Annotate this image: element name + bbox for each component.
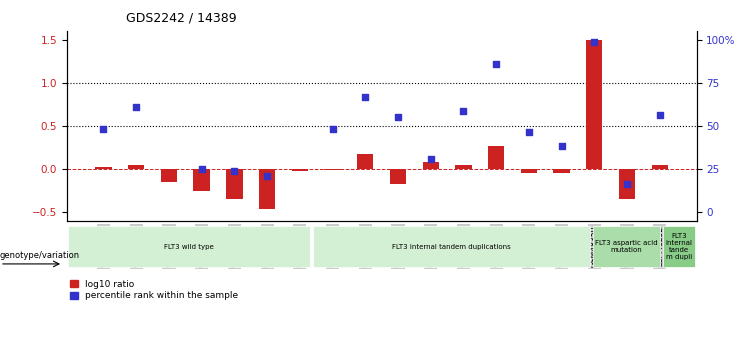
Bar (521, 169, 537, 172)
Point (196, 166, 207, 172)
Bar (128, 165, 144, 169)
Point (425, 156, 436, 161)
Point (327, 126, 339, 131)
Bar (96, 167, 112, 169)
Point (556, 143, 568, 149)
Bar (390, 169, 406, 184)
Point (523, 129, 535, 135)
Bar (455, 165, 471, 169)
Bar (193, 169, 210, 190)
Bar (586, 40, 602, 169)
Point (654, 112, 665, 117)
Point (359, 95, 371, 100)
Bar (554, 169, 570, 172)
Point (228, 168, 240, 174)
Bar (594, 227, 659, 267)
Text: genotype/variation: genotype/variation (0, 251, 80, 260)
Bar (422, 162, 439, 169)
Bar (313, 227, 590, 267)
Point (621, 181, 633, 186)
Bar (488, 146, 505, 169)
Bar (161, 169, 177, 182)
Bar (292, 169, 308, 171)
Point (491, 61, 502, 67)
Bar (325, 169, 341, 170)
Point (261, 173, 273, 179)
Point (588, 40, 600, 45)
Point (457, 108, 469, 114)
Point (130, 104, 142, 110)
Bar (651, 165, 668, 169)
Bar (663, 227, 695, 267)
Point (98, 126, 110, 131)
Text: FLT3 wild type: FLT3 wild type (165, 244, 214, 250)
Point (392, 115, 404, 120)
Text: FLT3 internal tandem duplications: FLT3 internal tandem duplications (392, 244, 511, 250)
Text: FLT3 aspartic acid
mutation: FLT3 aspartic acid mutation (595, 240, 658, 253)
Bar (357, 155, 373, 169)
Bar (226, 169, 242, 199)
Bar (259, 169, 275, 209)
Bar (68, 227, 310, 267)
Text: FLT3
internal
tande
m dupli: FLT3 internal tande m dupli (665, 233, 693, 260)
Text: GDS2242 / 14389: GDS2242 / 14389 (126, 11, 236, 24)
Bar (619, 169, 635, 199)
Legend: log10 ratio, percentile rank within the sample: log10 ratio, percentile rank within the … (67, 276, 242, 304)
